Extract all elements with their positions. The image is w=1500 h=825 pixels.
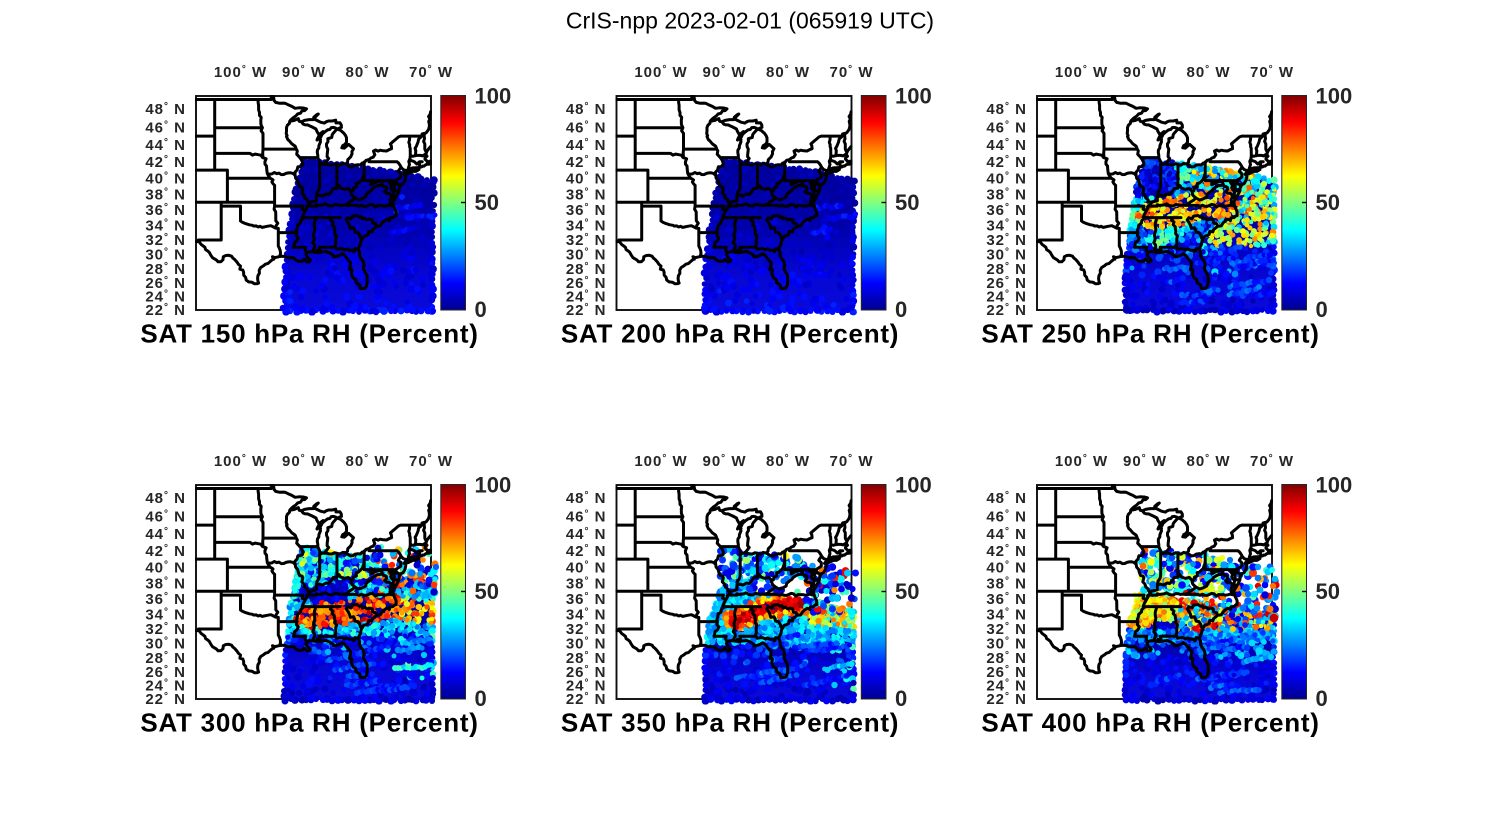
svg-text:34° N: 34° N: [566, 217, 607, 234]
svg-text:30° N: 30° N: [145, 636, 186, 653]
svg-text:100: 100: [475, 473, 512, 498]
svg-text:50: 50: [1316, 190, 1340, 215]
svg-text:32° N: 32° N: [566, 232, 607, 249]
svg-text:90° W: 90° W: [702, 64, 746, 81]
svg-text:32° N: 32° N: [986, 232, 1027, 249]
svg-text:100° W: 100° W: [214, 64, 267, 81]
svg-text:40° N: 40° N: [145, 560, 186, 577]
svg-text:SAT 250 hPa RH (Percent): SAT 250 hPa RH (Percent): [981, 318, 1319, 348]
svg-text:70° W: 70° W: [409, 64, 453, 81]
svg-text:80° W: 80° W: [345, 64, 389, 81]
svg-text:24° N: 24° N: [145, 678, 186, 695]
svg-text:30° N: 30° N: [145, 247, 186, 264]
svg-text:100° W: 100° W: [1055, 64, 1108, 81]
svg-text:100: 100: [475, 84, 512, 109]
svg-text:22° N: 22° N: [566, 302, 607, 319]
svg-text:50: 50: [475, 579, 499, 604]
svg-text:28° N: 28° N: [566, 261, 607, 278]
svg-text:34° N: 34° N: [145, 606, 186, 623]
svg-text:24° N: 24° N: [986, 289, 1027, 306]
svg-text:70° W: 70° W: [1250, 64, 1294, 81]
svg-text:28° N: 28° N: [145, 261, 186, 278]
svg-text:42° N: 42° N: [145, 543, 186, 560]
svg-text:70° W: 70° W: [829, 64, 873, 81]
svg-text:50: 50: [895, 190, 919, 215]
svg-text:SAT 300 hPa RH (Percent): SAT 300 hPa RH (Percent): [140, 707, 478, 737]
svg-text:44° N: 44° N: [145, 137, 186, 154]
svg-text:46° N: 46° N: [145, 508, 186, 525]
svg-text:42° N: 42° N: [145, 154, 186, 171]
svg-text:44° N: 44° N: [145, 526, 186, 543]
svg-text:22° N: 22° N: [145, 691, 186, 708]
svg-text:100: 100: [895, 84, 932, 109]
svg-text:48° N: 48° N: [145, 490, 186, 507]
svg-text:44° N: 44° N: [566, 137, 607, 154]
svg-text:26° N: 26° N: [566, 275, 607, 292]
svg-text:80° W: 80° W: [1186, 64, 1230, 81]
svg-text:100° W: 100° W: [214, 453, 267, 470]
svg-text:90° W: 90° W: [1123, 64, 1167, 81]
svg-text:26° N: 26° N: [145, 664, 186, 681]
svg-text:22° N: 22° N: [145, 302, 186, 319]
svg-text:0: 0: [895, 297, 907, 322]
svg-text:80° W: 80° W: [766, 64, 810, 81]
svg-text:30° N: 30° N: [986, 247, 1027, 264]
svg-text:48° N: 48° N: [145, 101, 186, 118]
svg-text:36° N: 36° N: [145, 202, 186, 219]
svg-text:34° N: 34° N: [145, 217, 186, 234]
svg-text:0: 0: [1316, 297, 1328, 322]
svg-text:40° N: 40° N: [566, 171, 607, 188]
svg-text:38° N: 38° N: [145, 576, 186, 593]
svg-text:46° N: 46° N: [566, 119, 607, 136]
svg-text:48° N: 48° N: [986, 101, 1027, 118]
svg-text:32° N: 32° N: [145, 232, 186, 249]
svg-text:22° N: 22° N: [986, 302, 1027, 319]
svg-text:40° N: 40° N: [986, 171, 1027, 188]
svg-text:34° N: 34° N: [986, 217, 1027, 234]
svg-text:26° N: 26° N: [986, 275, 1027, 292]
svg-text:38° N: 38° N: [145, 187, 186, 204]
svg-text:46° N: 46° N: [145, 119, 186, 136]
svg-text:26° N: 26° N: [145, 275, 186, 292]
svg-text:CrIS-npp 2023-02-01 (065919 UT: CrIS-npp 2023-02-01 (065919 UTC): [566, 8, 934, 34]
svg-text:0: 0: [475, 297, 487, 322]
svg-text:24° N: 24° N: [145, 289, 186, 306]
svg-text:38° N: 38° N: [986, 187, 1027, 204]
svg-text:36° N: 36° N: [566, 202, 607, 219]
svg-text:42° N: 42° N: [986, 154, 1027, 171]
svg-text:80° W: 80° W: [345, 453, 389, 470]
svg-text:90° W: 90° W: [282, 453, 326, 470]
svg-text:100° W: 100° W: [634, 64, 687, 81]
svg-text:50: 50: [475, 190, 499, 215]
svg-text:70° W: 70° W: [409, 453, 453, 470]
svg-text:42° N: 42° N: [566, 154, 607, 171]
svg-text:48° N: 48° N: [566, 101, 607, 118]
svg-text:36° N: 36° N: [145, 591, 186, 608]
svg-text:SAT 150 hPa RH (Percent): SAT 150 hPa RH (Percent): [140, 318, 478, 348]
svg-text:30° N: 30° N: [566, 247, 607, 264]
svg-text:SAT 200 hPa RH (Percent): SAT 200 hPa RH (Percent): [561, 318, 899, 348]
svg-text:28° N: 28° N: [145, 650, 186, 667]
svg-text:100: 100: [1316, 84, 1353, 109]
svg-text:44° N: 44° N: [986, 137, 1027, 154]
svg-text:38° N: 38° N: [566, 187, 607, 204]
svg-text:0: 0: [475, 686, 487, 711]
svg-text:40° N: 40° N: [145, 171, 186, 188]
svg-text:32° N: 32° N: [145, 621, 186, 638]
svg-text:46° N: 46° N: [986, 119, 1027, 136]
svg-text:28° N: 28° N: [986, 261, 1027, 278]
svg-text:36° N: 36° N: [986, 202, 1027, 219]
svg-text:24° N: 24° N: [566, 289, 607, 306]
svg-text:90° W: 90° W: [282, 64, 326, 81]
